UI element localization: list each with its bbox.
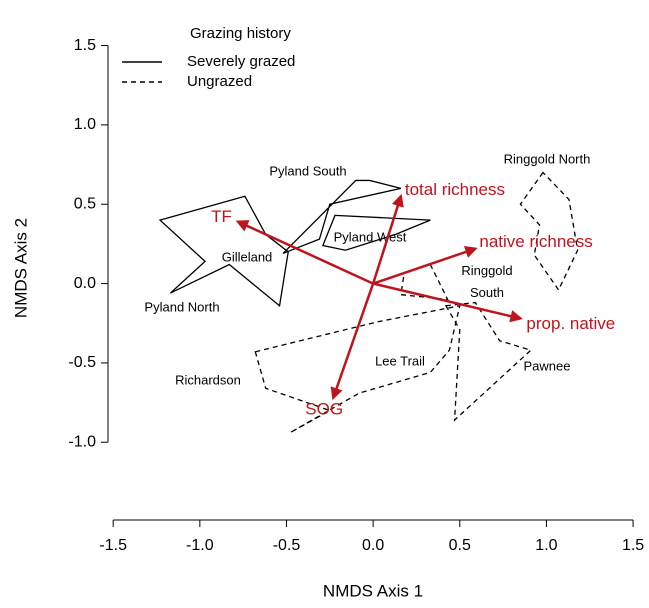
hull	[519, 171, 579, 292]
vector-label: total richness	[405, 180, 505, 199]
x-tick-label: -1.0	[186, 537, 214, 554]
y-tick-label: 0.0	[74, 275, 96, 292]
x-tick-label: 1.0	[535, 537, 557, 554]
hull	[444, 301, 533, 422]
legend-label: Ungrazed	[187, 73, 252, 90]
y-tick-label: 1.5	[74, 37, 96, 54]
legend-label: Severely grazed	[187, 53, 295, 70]
x-tick-label: 0.0	[362, 537, 384, 554]
site-label: Pyland South	[269, 163, 346, 178]
vector-label: TF	[211, 207, 232, 226]
vector-label: native richness	[479, 232, 592, 251]
hull	[158, 195, 289, 308]
site-label: Lee Trail	[375, 353, 425, 368]
site-label: Pyland North	[144, 299, 219, 314]
hull	[282, 179, 402, 255]
vector-arrow	[235, 220, 374, 285]
site-label: Pyland West	[334, 229, 407, 244]
x-axis-label: NMDS Axis 1	[323, 581, 423, 600]
site-label: Ringgold North	[504, 151, 591, 166]
vector-arrow	[371, 193, 404, 284]
vector-label: SOG	[305, 399, 343, 418]
y-tick-label: -0.5	[68, 354, 96, 371]
hull	[321, 214, 431, 251]
vector-arrow	[330, 283, 375, 401]
x-tick-label: 0.5	[449, 537, 471, 554]
y-tick-label: 0.5	[74, 195, 96, 212]
y-tick-label: 1.0	[74, 116, 96, 133]
x-tick-label: -1.5	[99, 537, 127, 554]
legend-title: Grazing history	[190, 25, 291, 42]
y-tick-label: -1.0	[68, 433, 96, 450]
x-tick-label: -0.5	[273, 537, 301, 554]
x-tick-label: 1.5	[622, 537, 644, 554]
vector-arrow	[372, 245, 478, 285]
vector-label: prop. native	[526, 314, 615, 333]
y-axis-label: NMDS Axis 2	[11, 218, 30, 318]
site-label: Pawnee	[524, 358, 571, 373]
site-label: Richardson	[175, 372, 241, 387]
site-label: Gilleland	[222, 249, 273, 264]
vector-arrow	[372, 282, 523, 323]
hull	[254, 304, 461, 434]
hull	[400, 263, 449, 301]
site-label: Ringgold South	[461, 263, 512, 300]
